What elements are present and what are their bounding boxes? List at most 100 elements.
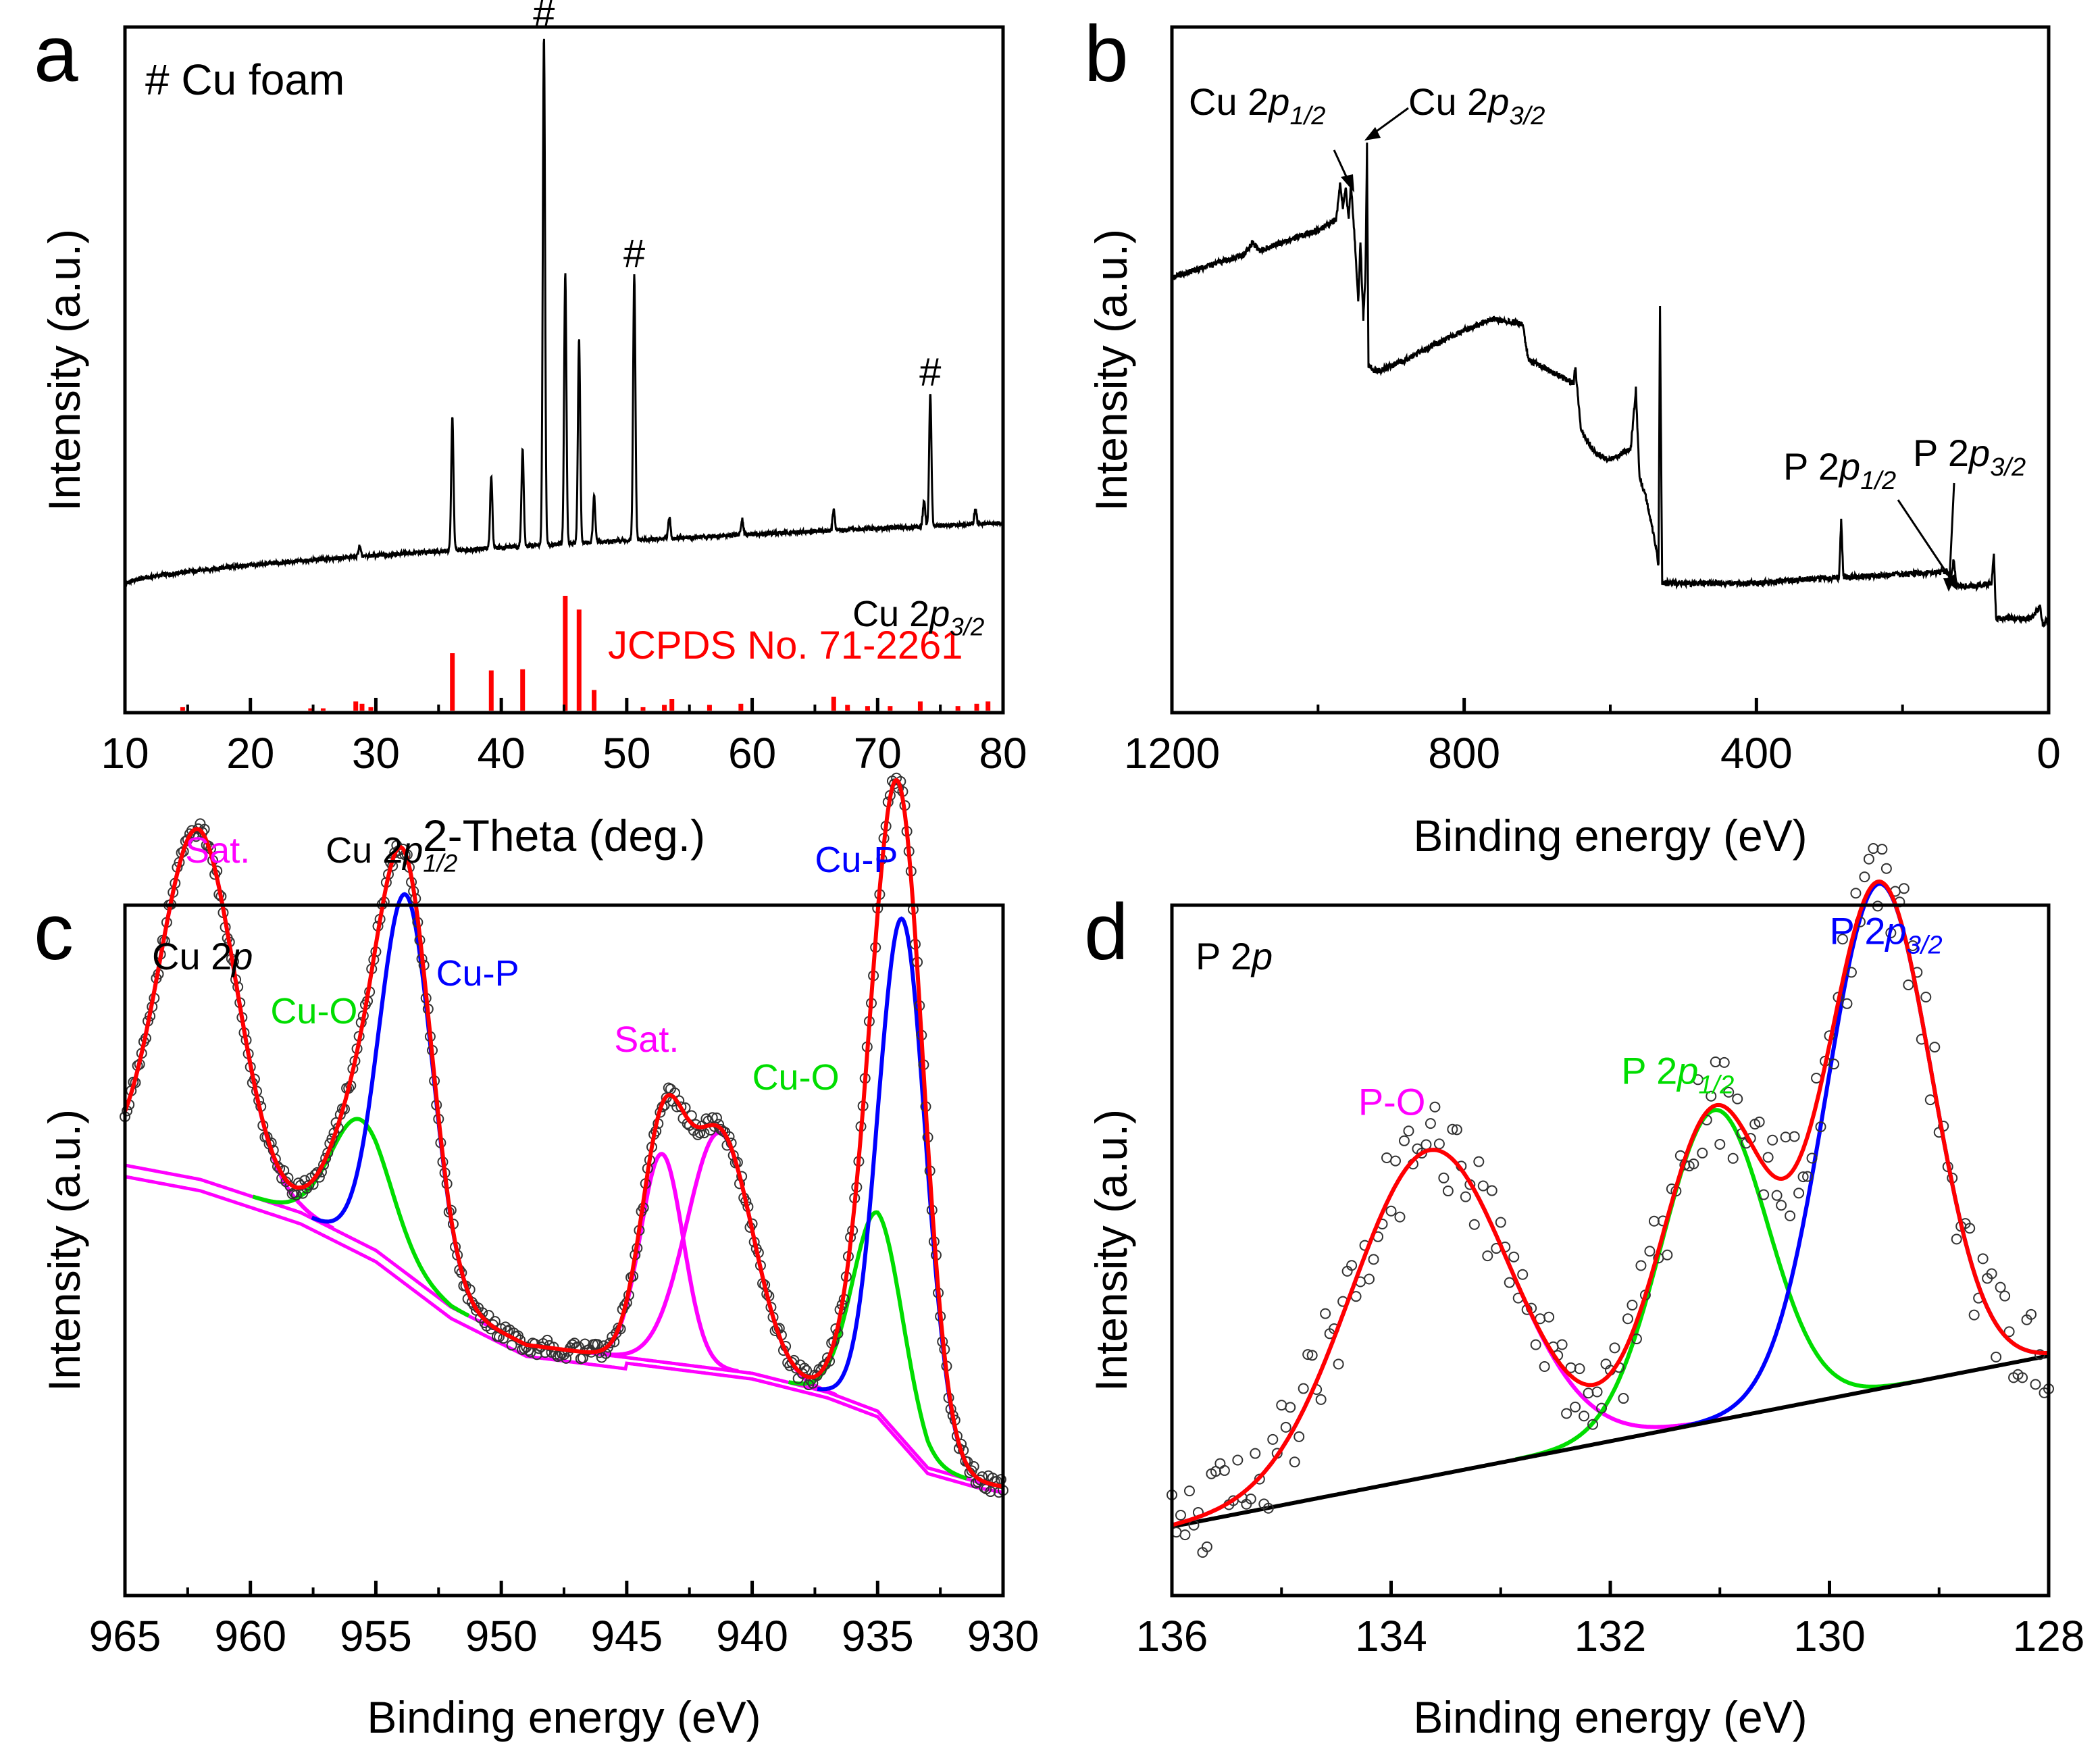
data-point: [1306, 1350, 1318, 1361]
data-point: [1517, 1269, 1529, 1280]
label-text: P-O: [1358, 1081, 1426, 1123]
label-italic: p: [1968, 432, 1990, 474]
data-point: [1530, 1339, 1541, 1350]
data-point: [1280, 1421, 1291, 1433]
data-point: [1495, 1217, 1506, 1228]
reference-label: JCPDS No. 71-2261: [608, 623, 963, 667]
data-point: [1662, 1249, 1673, 1261]
data-point: [1504, 1277, 1515, 1288]
data-point: [1627, 1299, 1638, 1310]
data-point: [1425, 1118, 1436, 1129]
peak-label: Cu 2p1/2: [1189, 80, 1325, 130]
panel-letter: b: [1084, 9, 1129, 99]
label-subscript: 1/2: [423, 850, 457, 877]
data-point: [1447, 1123, 1458, 1135]
data-point: [1732, 1093, 1743, 1104]
data-point: [1876, 844, 1888, 855]
label-text: Cu 2: [852, 594, 929, 634]
data-point: [1183, 1485, 1195, 1497]
panel-letter: c: [34, 888, 74, 977]
x-axis-label: 2-Theta (deg.): [423, 811, 705, 861]
xps-survey-line: [1171, 143, 2050, 628]
data-point: [1951, 1233, 1962, 1245]
label-italic: p: [1676, 1050, 1698, 1092]
data-point: [1789, 1131, 1800, 1142]
data-point: [290, 1190, 302, 1201]
data-point: [1692, 1074, 1704, 1086]
peak-label: Sat.: [185, 830, 250, 871]
data-point: [1828, 1059, 1839, 1070]
x-tick-label: 950: [465, 1612, 538, 1660]
x-tick-label: 128: [2013, 1612, 2085, 1660]
data-point: [1767, 1134, 1778, 1146]
annotation-arrow: [1897, 499, 1953, 582]
data-point: [1785, 1210, 1796, 1221]
annotation-arrow: [1948, 482, 1955, 583]
data-point: [1885, 927, 1897, 939]
label-subscript: 1/2: [1698, 1071, 1734, 1100]
data-point: [1368, 1254, 1379, 1265]
label-text: P 2: [1830, 910, 1886, 952]
annotation-arrow: [1371, 107, 1409, 136]
data-point: [995, 1474, 1006, 1485]
data-point: [1219, 1465, 1230, 1476]
peak-label: P 2p1/2: [1621, 1050, 1734, 1100]
data-point: [1991, 1351, 2002, 1363]
data-point: [1262, 1502, 1274, 1514]
data-point: [2030, 1379, 2041, 1390]
data-point: [700, 1113, 712, 1125]
peak-label: P 2p1/2: [1783, 445, 1896, 495]
background-line: [124, 1175, 1004, 1494]
data-point: [1968, 1309, 1980, 1321]
data-point: [1929, 1042, 1941, 1053]
x-tick-label: 132: [1574, 1612, 1647, 1660]
data-point: [1543, 1311, 1555, 1323]
x-tick-label: 800: [1428, 729, 1500, 778]
data-point: [1995, 1281, 2006, 1293]
label-italic: p: [1267, 80, 1289, 123]
data-point: [1398, 1135, 1410, 1146]
label-subscript: 3/2: [1509, 102, 1545, 130]
label-text: P 2: [1621, 1050, 1677, 1092]
x-tick-label: 400: [1720, 729, 1793, 778]
data-point: [1289, 1456, 1300, 1468]
data-point: [1609, 1342, 1620, 1354]
x-tick-label: 30: [352, 729, 400, 778]
data-point: [1697, 1147, 1708, 1158]
x-tick-label: 50: [603, 729, 650, 778]
data-point: [1298, 1383, 1309, 1394]
peak-label: Cu 2p3/2: [852, 594, 984, 641]
data-point: [1771, 1190, 1783, 1201]
data-point: [1753, 1116, 1765, 1127]
data-point: [592, 1339, 603, 1350]
data-point: [1429, 1101, 1441, 1113]
fit-envelope-curve: [123, 778, 1004, 1489]
data-point: [1574, 1363, 1585, 1375]
data-point: [1477, 1180, 1489, 1192]
x-tick-label: 130: [1793, 1612, 1866, 1660]
data-point: [1416, 1148, 1427, 1159]
data-point: [1442, 1186, 1454, 1197]
x-tick-label: 945: [590, 1612, 663, 1660]
data-point: [692, 1129, 704, 1140]
data-point: [1727, 1152, 1739, 1164]
label-italic: p: [1885, 910, 1907, 952]
data-point: [1460, 1191, 1471, 1202]
data-point: [711, 1112, 722, 1123]
x-tick-label: 40: [478, 729, 526, 778]
data-point: [1837, 934, 1848, 945]
label-subscript: 3/2: [1990, 453, 2026, 482]
x-tick-label: 935: [842, 1612, 914, 1660]
data-point: [1999, 1290, 2011, 1302]
data-point: [1758, 1189, 1770, 1200]
data-point: [1596, 1402, 1608, 1414]
data-point: [1579, 1410, 1590, 1422]
data-point: [1644, 1246, 1656, 1257]
label-italic: p: [1487, 80, 1509, 123]
x-tick-label: 80: [979, 729, 1027, 778]
x-tick-label: 20: [226, 729, 274, 778]
plot-area: P-OP 2p1/2P 2p3/2: [1167, 843, 2054, 1558]
data-point: [1880, 863, 1892, 874]
data-point: [1797, 1171, 1809, 1183]
